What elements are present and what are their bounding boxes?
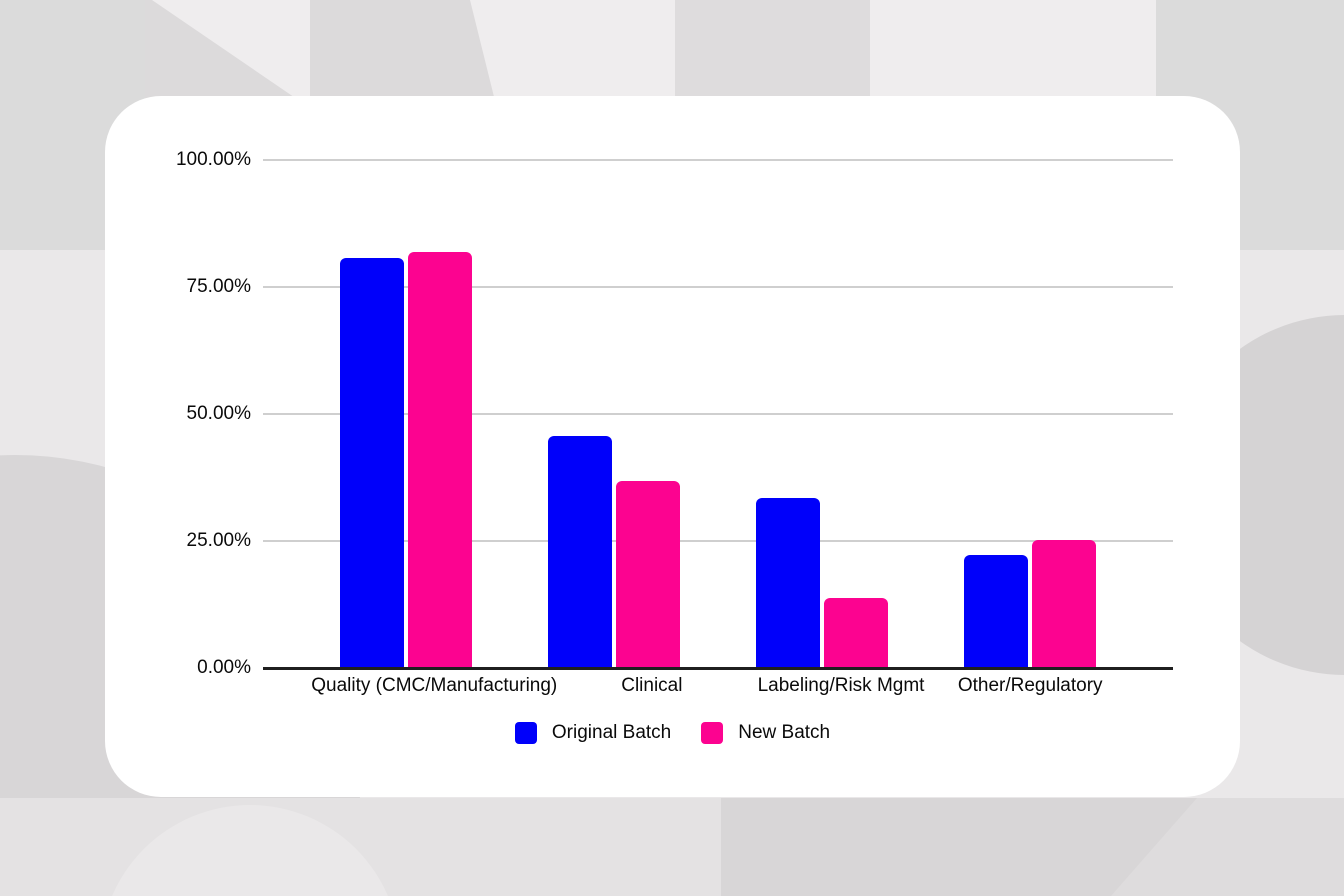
bar-original-batch-labeling-risk-mgmt	[756, 498, 821, 668]
gridline-100	[263, 159, 1173, 161]
x-axis-label-slot-labeling-risk-mgmt: Labeling/Risk Mgmt	[746, 673, 935, 699]
bar-group-labeling-risk-mgmt	[718, 160, 926, 668]
x-axis-label-slot-clinical: Clinical	[557, 673, 746, 699]
bar-group-clinical	[510, 160, 718, 668]
chart-card: 100.00% 75.00% 50.00% 25.00% 0.00% Quality (…	[105, 96, 1240, 797]
legend-label-original-batch: Original Batch	[551, 722, 672, 743]
x-axis-label-slot-other-regulatory: Other/Regulatory	[936, 673, 1125, 699]
bar-new-batch-other-regulatory	[1032, 539, 1097, 668]
bar-new-batch-labeling-risk-mgmt	[824, 598, 889, 668]
bar-original-batch-quality-cmc-manufacturing	[339, 258, 404, 668]
gridline-50	[263, 413, 1173, 415]
y-axis-tick-label-50: 50.00%	[186, 403, 251, 424]
bar-original-batch-clinical	[547, 435, 612, 668]
bar-new-batch-quality-cmc-manufacturing	[407, 251, 472, 668]
chart-legend: Original Batch New Batch	[105, 718, 1240, 748]
y-axis-tick-label-25: 25.00%	[186, 530, 251, 551]
gridline-75	[263, 286, 1173, 288]
gridline-25	[263, 540, 1173, 542]
bar-group-other-regulatory	[926, 160, 1134, 668]
background-bottom-light-circle	[112, 805, 388, 896]
plot-area	[263, 159, 1173, 670]
bar-group-quality-cmc-manufacturing	[302, 160, 510, 668]
y-axis-tick-label-0: 0.00%	[197, 657, 251, 678]
background-bottom-diagonal	[1111, 798, 1344, 896]
bar-original-batch-other-regulatory	[964, 554, 1029, 668]
x-axis-label-slot-quality-cmc-manufacturing: Quality (CMC/Manufacturing)	[311, 673, 557, 699]
x-axis-label-labeling-risk-mgmt: Labeling/Risk Mgmt	[757, 675, 925, 696]
legend-label-new-batch: New Batch	[738, 722, 831, 743]
legend-swatch-new-batch	[701, 722, 724, 744]
x-axis-label-other-regulatory: Other/Regulatory	[957, 675, 1103, 696]
y-axis-tick-label-100: 100.00%	[175, 149, 251, 170]
legend-item-new-batch: New Batch	[701, 722, 830, 744]
x-axis-label-layer: Quality (CMC/Manufacturing) Clinical Label…	[263, 673, 1173, 699]
y-axis-tick-label-75: 75.00%	[186, 276, 251, 297]
bar-groups-layer	[302, 160, 1135, 668]
bar-new-batch-clinical	[615, 480, 680, 668]
x-axis-label-quality-cmc-manufacturing: Quality (CMC/Manufacturing)	[311, 675, 558, 696]
legend-item-original-batch: Original Batch	[514, 722, 672, 744]
y-axis-tick-layer: 100.00% 75.00% 50.00% 25.00% 0.00%	[105, 149, 251, 678]
x-axis-line	[263, 667, 1173, 670]
x-axis-label-clinical: Clinical	[621, 675, 683, 696]
legend-swatch-original-batch	[514, 722, 537, 744]
